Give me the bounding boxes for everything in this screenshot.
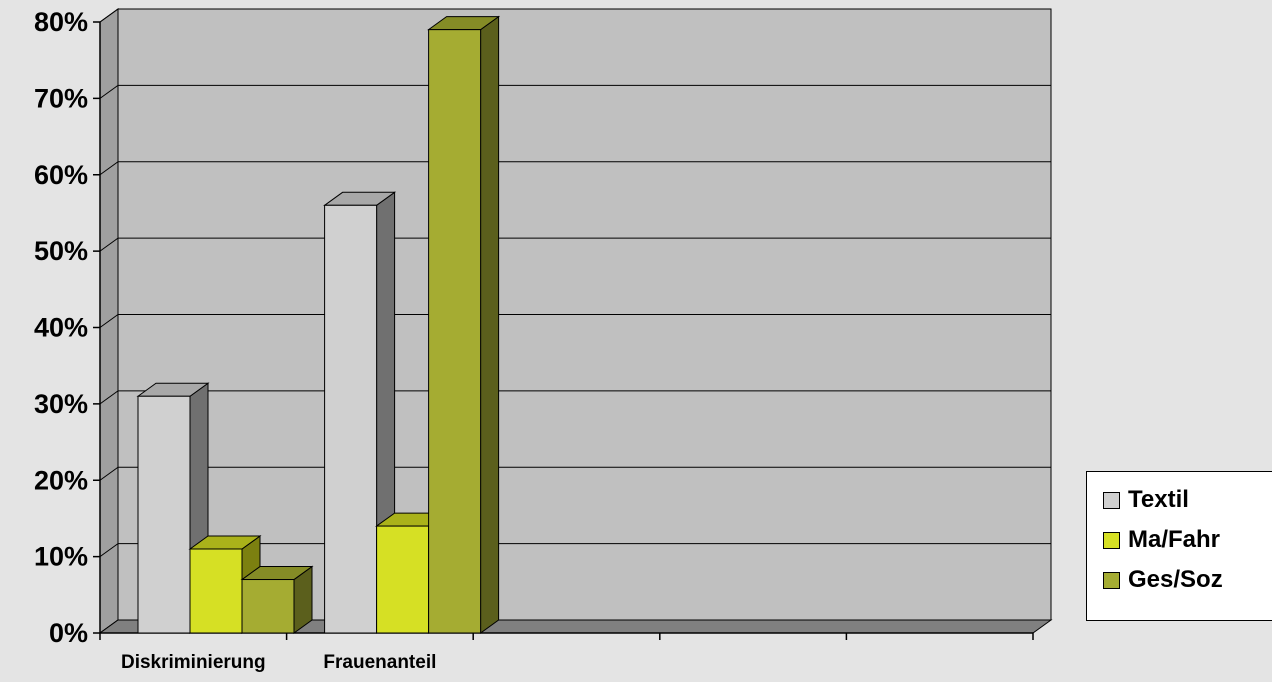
gridline-side <box>99 466 119 481</box>
legend-item-textil: Textil <box>1103 485 1189 515</box>
y-tick-label: 50% <box>34 236 88 266</box>
bar-ges-soz-frauenanteil <box>427 15 501 634</box>
legend-swatch-textil <box>1103 491 1120 509</box>
y-tick-label: 40% <box>34 313 88 343</box>
legend-item-ma-fahr: Ma/Fahr <box>1103 525 1220 555</box>
legend-label-ma-fahr: Ma/Fahr <box>1128 526 1221 553</box>
x-axis: Diskriminierung Frauenanteil <box>99 632 1034 673</box>
gridline-side <box>99 8 119 23</box>
legend-swatch-ges-soz <box>1103 571 1120 589</box>
legend-swatch-ma-fahr <box>1103 531 1120 549</box>
gridline-side <box>99 84 119 99</box>
bars <box>136 15 501 634</box>
y-axis: 0% 10% 20% 30% 40% 50% 60% 70% 80% <box>34 7 101 648</box>
gridline-side <box>99 543 119 558</box>
y-tick-label: 80% <box>34 7 88 37</box>
y-tick-label: 70% <box>34 83 88 113</box>
y-tick-label: 10% <box>34 542 88 572</box>
y-tick-label: 0% <box>49 618 88 648</box>
gridline-side <box>99 314 119 328</box>
y-tick-label: 30% <box>34 389 88 419</box>
x-tick-label-frauenanteil: Frauenanteil <box>323 652 436 673</box>
x-tick-label-diskriminierung: Diskriminierung <box>121 652 266 673</box>
gridline-side <box>99 237 119 252</box>
gridline-side <box>99 390 119 405</box>
bar-ges-soz-diskriminierung <box>240 565 314 634</box>
legend-label-textil: Textil <box>1128 486 1189 513</box>
gridline-side <box>99 161 119 176</box>
legend-item-ges-soz: Ges/Soz <box>1103 565 1223 595</box>
legend: Textil Ma/Fahr Ges/Soz <box>1086 471 1272 621</box>
y-tick-label: 60% <box>34 160 88 190</box>
y-tick-label: 20% <box>34 465 88 495</box>
legend-label-ges-soz: Ges/Soz <box>1128 566 1223 593</box>
gridlines <box>99 8 1051 634</box>
bar-textil-frauenanteil <box>323 191 397 634</box>
